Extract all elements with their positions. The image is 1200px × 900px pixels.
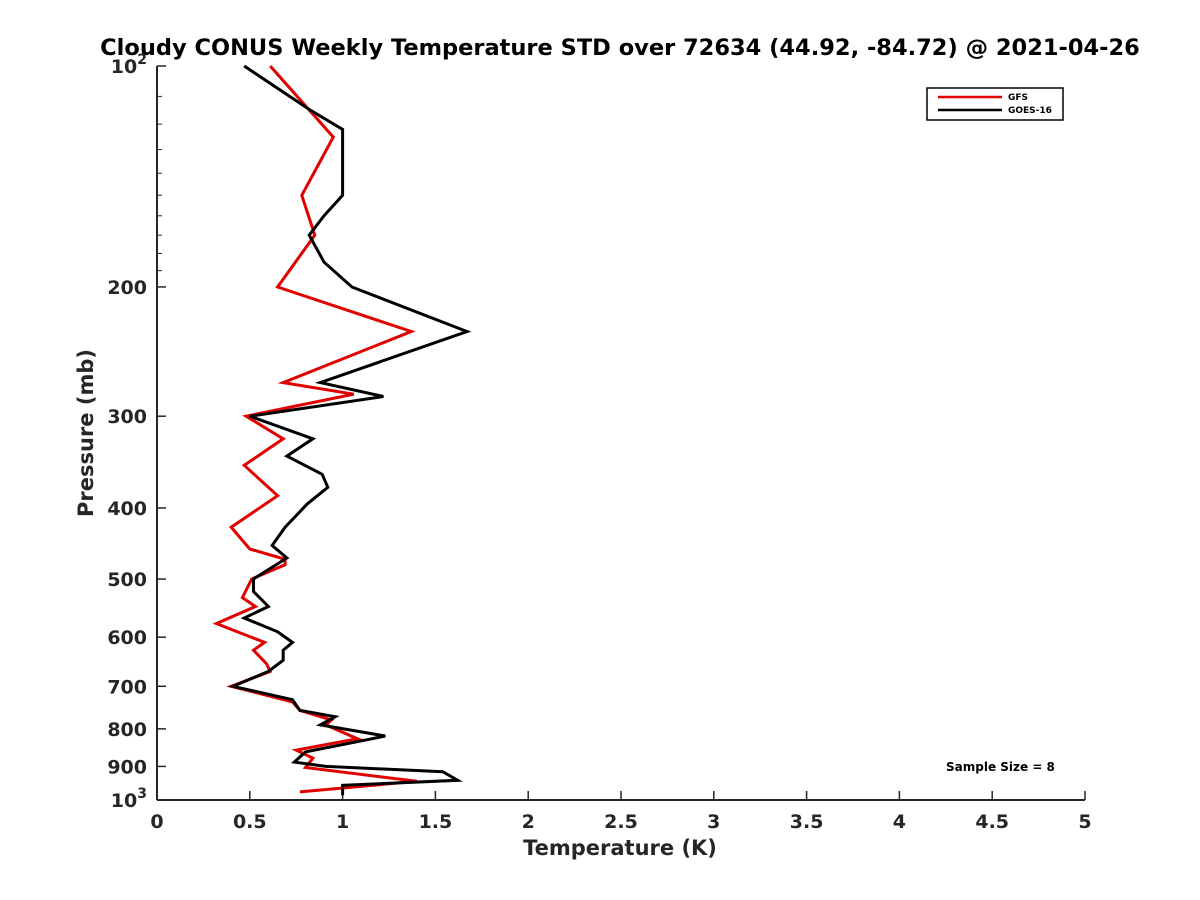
x-tick-label: 2 <box>522 811 535 833</box>
y-tick-label: 500 <box>107 569 147 591</box>
legend-label-goes16: GOES-16 <box>1008 106 1052 116</box>
series-line-goes16 <box>228 64 472 796</box>
x-tick-label: 3.5 <box>790 811 824 833</box>
y-tick-label: 103 <box>111 786 147 812</box>
series-line-gfs <box>212 65 417 794</box>
x-tick-label: 5 <box>1078 811 1091 833</box>
axes: 0 0.5 1 1.5 2 2.5 3 3.5 4 4.5 5 102 200 300 400 500 600 7… <box>107 52 1091 833</box>
x-tick-label: 2.5 <box>604 811 638 833</box>
y-tick-label: 700 <box>107 676 147 698</box>
y-tick-label: 600 <box>107 627 147 649</box>
x-axis-label: Temperature (K) <box>523 836 717 860</box>
legend-box <box>926 87 1064 121</box>
chart-title: Cloudy CONUS Weekly Temperature STD over… <box>100 35 1140 61</box>
x-tick-label: 4 <box>893 811 906 833</box>
x-tick-label: 0.5 <box>233 811 267 833</box>
y-tick-label: 400 <box>107 498 147 520</box>
x-tick-label: 1 <box>336 811 349 833</box>
y-tick-label: 102 <box>111 52 147 78</box>
y-tick-label: 900 <box>107 756 147 778</box>
legend: GFS GOES-16 <box>926 87 1064 121</box>
y-tick-label: 800 <box>107 719 147 741</box>
sample-size-annotation: Sample Size = 8 <box>946 760 1055 774</box>
y-tick-label: 200 <box>107 277 147 299</box>
x-tick-label: 1.5 <box>419 811 453 833</box>
x-tick-label: 0 <box>150 811 163 833</box>
series-layer <box>212 64 472 796</box>
x-tick-label: 4.5 <box>975 811 1009 833</box>
y-axis-label: Pressure (mb) <box>74 349 98 517</box>
legend-label-gfs: GFS <box>1008 93 1028 103</box>
y-tick-label: 300 <box>107 406 147 428</box>
x-tick-label: 3 <box>707 811 720 833</box>
